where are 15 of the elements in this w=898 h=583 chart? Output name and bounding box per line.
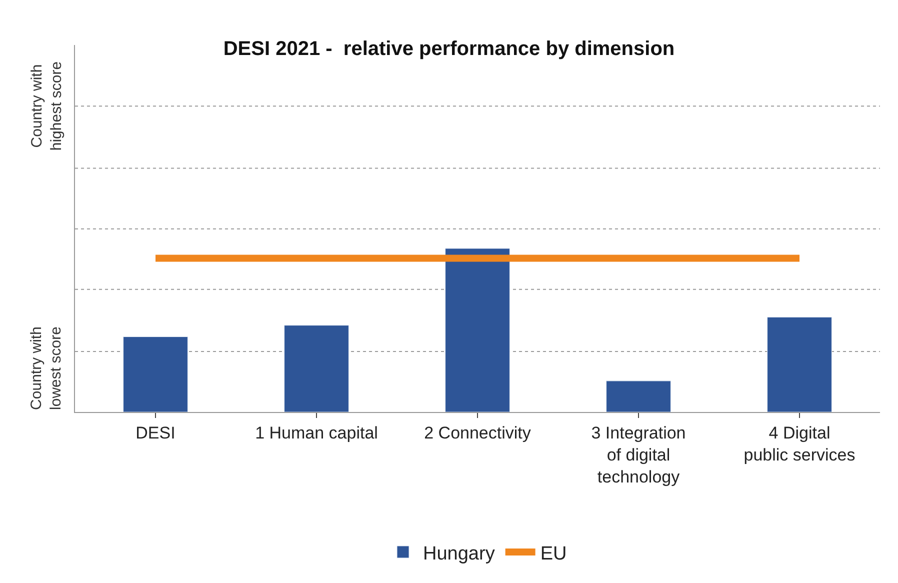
bar [123, 336, 188, 412]
legend-label: Hungary [423, 543, 496, 564]
x-tick-label: DESI [136, 423, 176, 442]
chart-title: DESI 2021 - relative performance by dimension [223, 38, 675, 60]
x-tick-label: 4 Digital public services [744, 423, 856, 464]
text: Country with lowest score [28, 326, 64, 410]
x-tick-label: 3 Integration of digital technology [591, 423, 686, 487]
x-tick-label: 2 Connectivity [424, 423, 532, 442]
text: Country with highest score [28, 61, 65, 151]
bar [767, 316, 832, 412]
bar [445, 248, 510, 412]
bar [284, 325, 349, 412]
bar [606, 380, 671, 412]
legend-label: EU [540, 543, 567, 564]
x-tick-label: 1 Human capital [255, 423, 378, 442]
